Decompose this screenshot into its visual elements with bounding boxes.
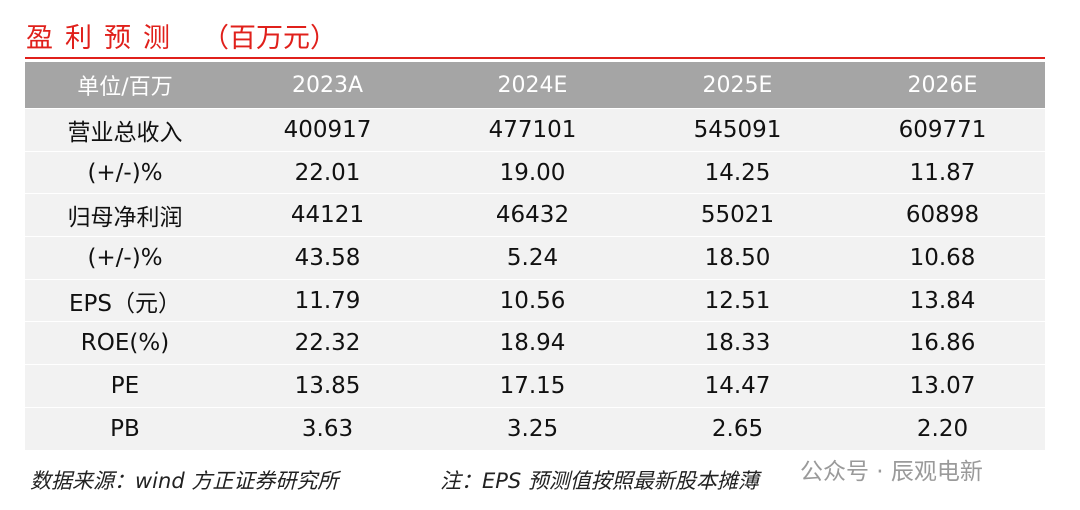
value-cell: 22.32	[294, 330, 361, 357]
value-cell: 13.85	[294, 372, 361, 399]
row-label: ROE(%)	[80, 330, 170, 357]
value-cell: 55021	[700, 202, 775, 229]
row-label: (+/-)%	[87, 159, 163, 186]
value-cell: 13.07	[909, 372, 976, 399]
row-label: 归母净利润	[67, 205, 183, 232]
value-cell: 609771	[898, 116, 987, 143]
title-rule	[25, 57, 1045, 59]
row-label: (+/-)%	[87, 244, 163, 271]
table-row: ROE(%) 22.32 18.94 18.33 16.86	[25, 322, 1045, 366]
title-unit: （百万元）	[202, 23, 337, 54]
value-cell: 11.79	[294, 287, 361, 314]
watermark: 公众号 · 辰观电新	[800, 459, 983, 485]
table-row: (+/-)% 43.58 5.24 18.50 10.68	[25, 237, 1045, 280]
row-label: 营业总收入	[67, 119, 183, 146]
header-cell: 2024E	[497, 72, 568, 98]
table: 单位/百万 2023A 2024E 2025E 2026E 营业总收入 400917 4771…	[25, 62, 1045, 451]
value-cell: 10.56	[499, 287, 566, 314]
header-cell: 2026E	[907, 72, 978, 98]
value-cell: 19.00	[499, 159, 566, 186]
value-cell: 5.24	[506, 244, 559, 271]
value-cell: 44121	[290, 202, 365, 229]
header-cell: 2023A	[291, 72, 364, 98]
value-cell: 545091	[693, 116, 782, 143]
value-cell: 11.87	[909, 159, 976, 186]
value-cell: 22.01	[294, 159, 361, 186]
table-row: PE 13.85 17.15 14.47 13.07	[25, 365, 1045, 408]
header-cell: 单位/百万	[77, 75, 173, 100]
value-cell: 10.68	[909, 244, 976, 271]
table-row: EPS（元） 11.79 10.56 12.51 13.84	[25, 279, 1045, 323]
value-cell: 2.20	[916, 415, 969, 442]
value-cell: 400917	[283, 116, 372, 143]
value-cell: 13.84	[909, 287, 976, 314]
title: 盈利预测 （百万元）	[26, 16, 337, 55]
value-cell: 12.51	[704, 287, 771, 314]
title-text: 盈利预测	[26, 23, 182, 54]
header-cell: 2025E	[702, 72, 773, 98]
note: 注：EPS 预测值按照最新股本摊薄	[440, 469, 759, 493]
value-cell: 46432	[495, 202, 570, 229]
table-row: 归母净利润 44121 46432 55021 60898	[25, 194, 1045, 238]
value-cell: 14.47	[704, 372, 771, 399]
row-label: EPS（元）	[68, 290, 181, 317]
value-cell: 14.25	[704, 159, 771, 186]
header-row: 单位/百万 2023A 2024E 2025E 2026E	[25, 62, 1045, 109]
value-cell: 3.63	[301, 415, 354, 442]
source: 数据来源：wind 方正证券研究所	[30, 469, 339, 493]
row-label: PB	[110, 415, 140, 442]
value-cell: 18.94	[499, 330, 566, 357]
value-cell: 60898	[905, 202, 980, 229]
value-cell: 477101	[488, 116, 577, 143]
table-row: 营业总收入 400917 477101 545091 609771	[25, 109, 1045, 152]
value-cell: 18.50	[704, 244, 771, 271]
row-label: PE	[110, 372, 140, 399]
value-cell: 43.58	[294, 244, 361, 271]
table-row: PB 3.63 3.25 2.65 2.20	[25, 407, 1045, 451]
value-cell: 16.86	[909, 330, 976, 357]
value-cell: 17.15	[499, 372, 566, 399]
value-cell: 3.25	[506, 415, 559, 442]
value-cell: 2.65	[711, 415, 764, 442]
value-cell: 18.33	[704, 330, 771, 357]
table-row: (+/-)% 22.01 19.00 14.25 11.87	[25, 151, 1045, 195]
